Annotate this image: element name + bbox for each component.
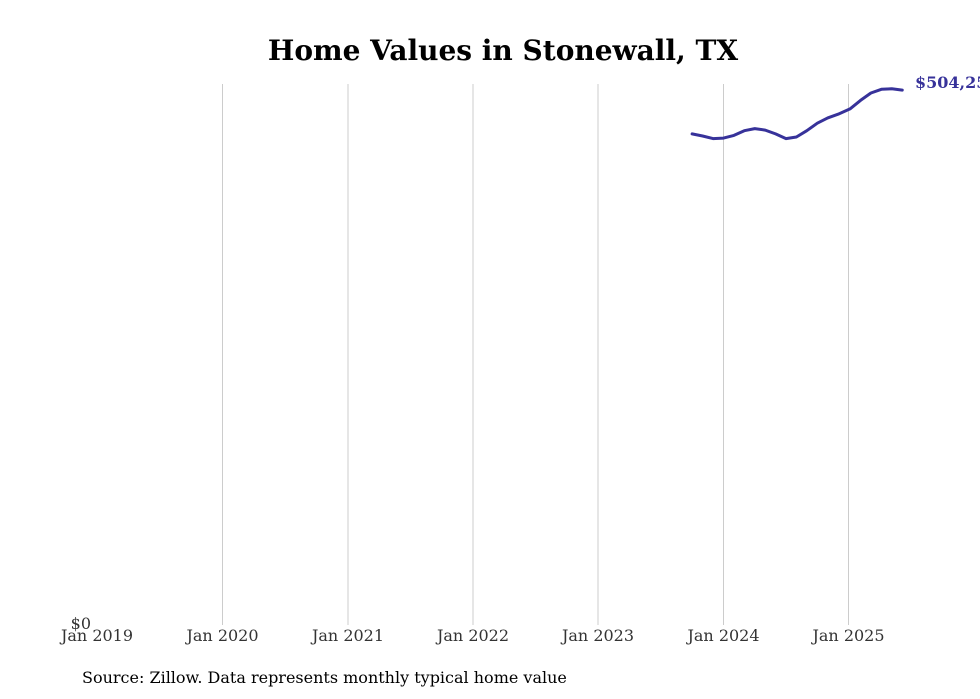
x-axis-labels: Jan 2019 Jan 2020 Jan 2021 Jan 2022 Jan 2023…	[59, 626, 885, 645]
x-tick-label: Jan 2019	[59, 626, 133, 645]
series-layer	[690, 87, 904, 141]
x-tick-label: Jan 2020	[184, 626, 258, 645]
x-tick-label: Jan 2021	[310, 626, 384, 645]
source-note: Source: Zillow. Data represents monthly …	[82, 668, 567, 687]
x-tick-label: Jan 2025	[810, 626, 884, 645]
home-value-series-line	[690, 87, 904, 141]
x-tick-label: Jan 2024	[685, 626, 759, 645]
x-tick-label: Jan 2023	[560, 626, 634, 645]
y-tick-label: $0	[71, 614, 91, 633]
chart-title: Home Values in Stonewall, TX	[268, 34, 739, 67]
end-value-label: $504,25	[915, 73, 980, 92]
gridlines	[222, 84, 849, 625]
x-tick-label: Jan 2022	[435, 626, 509, 645]
y-axis-labels: $0	[71, 614, 91, 633]
